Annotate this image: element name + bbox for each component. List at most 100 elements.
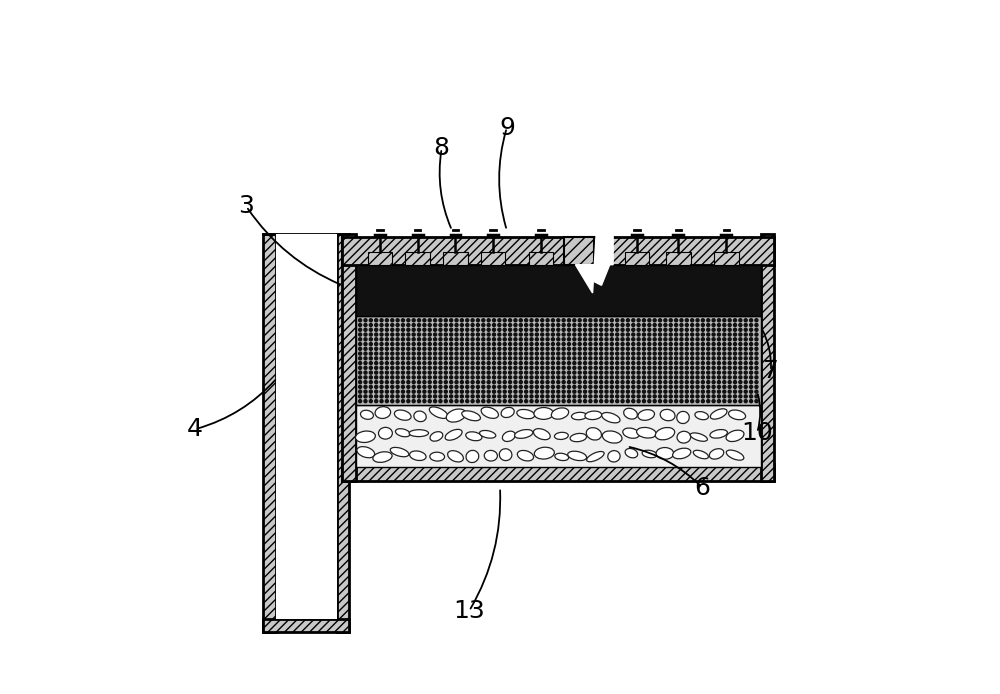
Circle shape	[498, 352, 501, 355]
Circle shape	[418, 362, 421, 364]
Ellipse shape	[430, 432, 443, 441]
Circle shape	[605, 343, 608, 346]
Circle shape	[685, 323, 688, 326]
Circle shape	[444, 390, 447, 393]
Circle shape	[407, 400, 410, 403]
Circle shape	[396, 366, 399, 369]
Circle shape	[675, 385, 678, 389]
Circle shape	[519, 371, 522, 374]
Circle shape	[642, 333, 645, 336]
Circle shape	[412, 371, 415, 374]
Circle shape	[359, 366, 362, 369]
Circle shape	[428, 319, 431, 322]
Circle shape	[637, 357, 640, 360]
Circle shape	[364, 362, 367, 364]
Circle shape	[509, 328, 512, 331]
Circle shape	[519, 319, 522, 322]
Circle shape	[364, 352, 367, 355]
Circle shape	[605, 362, 608, 364]
Circle shape	[525, 319, 528, 322]
Ellipse shape	[499, 449, 512, 461]
Circle shape	[664, 328, 667, 331]
Circle shape	[739, 371, 742, 374]
Circle shape	[439, 328, 442, 331]
Circle shape	[428, 376, 431, 379]
Bar	[529, 253, 553, 264]
Circle shape	[493, 343, 496, 346]
Ellipse shape	[726, 430, 744, 441]
Circle shape	[750, 357, 753, 360]
Circle shape	[680, 319, 683, 322]
Circle shape	[584, 362, 587, 364]
Circle shape	[391, 376, 394, 379]
Circle shape	[567, 323, 571, 326]
Circle shape	[562, 362, 565, 364]
Circle shape	[642, 347, 645, 350]
Circle shape	[653, 338, 656, 341]
Circle shape	[621, 328, 624, 331]
Circle shape	[626, 371, 629, 374]
Circle shape	[439, 385, 442, 389]
Circle shape	[519, 357, 522, 360]
Circle shape	[616, 376, 619, 379]
Circle shape	[460, 380, 463, 384]
Circle shape	[680, 366, 683, 369]
Circle shape	[530, 352, 533, 355]
Circle shape	[557, 328, 560, 331]
Circle shape	[423, 357, 426, 360]
Text: 8: 8	[434, 136, 450, 160]
Circle shape	[717, 362, 720, 364]
Circle shape	[562, 376, 565, 379]
Ellipse shape	[624, 408, 637, 419]
Circle shape	[444, 323, 447, 326]
Circle shape	[551, 371, 554, 374]
Circle shape	[653, 352, 656, 355]
Circle shape	[541, 357, 544, 360]
Circle shape	[669, 319, 672, 322]
Circle shape	[434, 371, 437, 374]
Circle shape	[525, 343, 528, 346]
Circle shape	[648, 366, 651, 369]
Circle shape	[434, 390, 437, 393]
Ellipse shape	[360, 410, 373, 419]
Circle shape	[573, 362, 576, 364]
Circle shape	[632, 371, 635, 374]
Ellipse shape	[502, 431, 515, 441]
Circle shape	[600, 347, 603, 350]
Circle shape	[525, 390, 528, 393]
Circle shape	[632, 362, 635, 364]
Circle shape	[648, 390, 651, 393]
Circle shape	[418, 395, 421, 398]
Circle shape	[530, 376, 533, 379]
Circle shape	[578, 371, 581, 374]
Circle shape	[364, 390, 367, 393]
Circle shape	[562, 338, 565, 341]
Circle shape	[685, 357, 688, 360]
Circle shape	[707, 357, 710, 360]
Circle shape	[418, 380, 421, 384]
Circle shape	[637, 328, 640, 331]
Circle shape	[680, 395, 683, 398]
Circle shape	[359, 357, 362, 360]
Circle shape	[369, 371, 372, 374]
Circle shape	[557, 376, 560, 379]
Circle shape	[401, 333, 404, 336]
Circle shape	[444, 395, 447, 398]
Circle shape	[535, 338, 538, 341]
Circle shape	[391, 362, 394, 364]
Circle shape	[530, 357, 533, 360]
Circle shape	[589, 371, 592, 374]
Circle shape	[380, 328, 383, 331]
Circle shape	[519, 380, 522, 384]
Circle shape	[460, 362, 463, 364]
Circle shape	[530, 362, 533, 364]
Circle shape	[600, 395, 603, 398]
Circle shape	[498, 347, 501, 350]
Circle shape	[696, 333, 699, 336]
Circle shape	[701, 376, 704, 379]
Circle shape	[401, 400, 404, 403]
Circle shape	[375, 376, 378, 379]
Circle shape	[412, 352, 415, 355]
Circle shape	[546, 338, 549, 341]
Circle shape	[589, 390, 592, 393]
